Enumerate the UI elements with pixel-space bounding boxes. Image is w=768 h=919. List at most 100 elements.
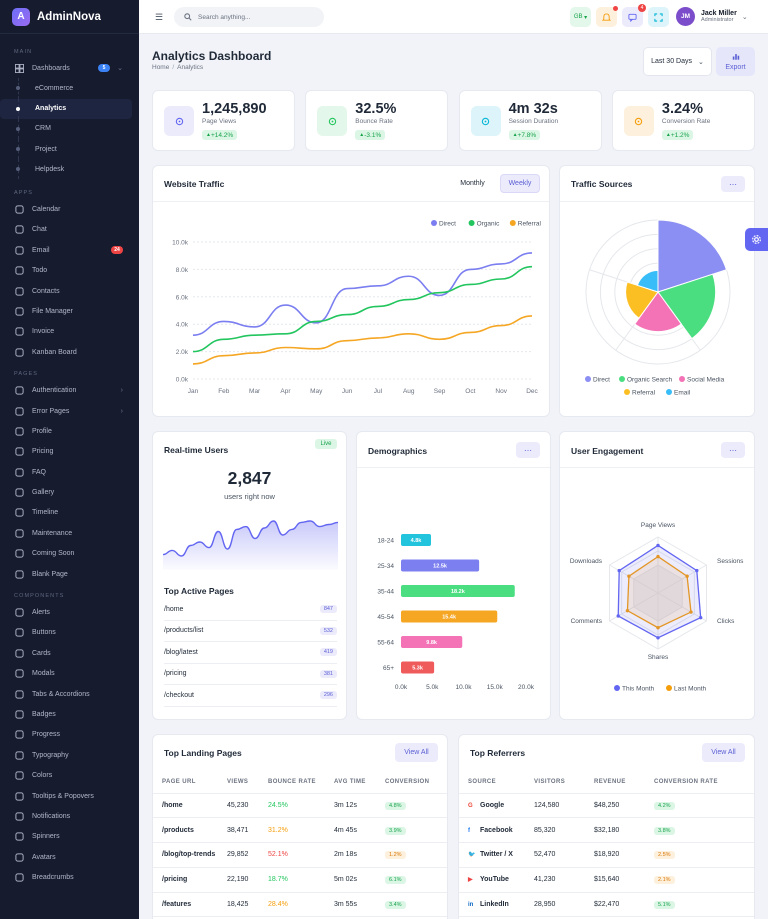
tab-monthly[interactable]: Monthly (460, 180, 485, 187)
table-row[interactable]: f Facebook 85,320 $32,180 3.8% (459, 817, 754, 844)
page-url[interactable]: /products (153, 817, 227, 844)
sidebar-item-pricing[interactable]: Pricing (0, 442, 139, 462)
table-row[interactable]: ▶ YouTube 41,230 $15,640 2.1% (459, 867, 754, 893)
bullet-icon (16, 167, 20, 172)
table-row[interactable]: in LinkedIn 28,950 $22,470 5.1% (459, 892, 754, 918)
sidebar-item-tooltips-popovers[interactable]: Tooltips & Popovers (0, 786, 139, 806)
breadcrumb-home[interactable]: Home (152, 64, 170, 71)
page-url[interactable]: /home (153, 793, 227, 819)
sidebar-subitem-ecommerce[interactable]: eCommerce (0, 78, 139, 99)
sidebar-item-progress[interactable]: Progress (0, 725, 139, 745)
sidebar-item-authentication[interactable]: Authentication › (0, 380, 139, 400)
sidebar-item-label: Invoice (32, 328, 55, 336)
fullscreen-button[interactable] (648, 7, 669, 27)
conversion-badge: 6.1% (385, 876, 406, 885)
language-label: GB (573, 14, 583, 20)
sidebar-item-modals[interactable]: Modals (0, 664, 139, 684)
page-url[interactable]: /pricing (153, 867, 227, 893)
date-range-select[interactable]: Last 30 Days ⌄ (643, 47, 712, 76)
sidebar-item-tabs-accordions[interactable]: Tabs & Accordions (0, 684, 139, 704)
list-item[interactable]: /checkout 296 (164, 685, 337, 707)
sidebar-subitem-project[interactable]: Project (0, 138, 139, 160)
more-options-button[interactable]: ⋯ (721, 176, 745, 192)
bar-value-label: 15.4k (442, 615, 457, 621)
sidebar-item-cards[interactable]: Cards (0, 643, 139, 663)
sidebar-item-maintenance[interactable]: Maintenance (0, 523, 139, 543)
view-all-button[interactable]: View All (702, 743, 745, 762)
table-row[interactable]: /home 45,230 24.5% 3m 12s 4.8% (153, 793, 447, 819)
brand[interactable]: A AdminNova (0, 0, 139, 34)
x-tick-label: Nov (495, 388, 507, 395)
sidebar-subitem-helpdesk[interactable]: Helpdesk (0, 159, 139, 180)
search-input[interactable]: Search anything... (174, 7, 324, 27)
sidebar-item-todo[interactable]: Todo (0, 261, 139, 281)
bar (401, 636, 463, 648)
sidebar-item-contacts[interactable]: Contacts (0, 281, 139, 301)
list-item[interactable]: /pricing 381 (164, 664, 337, 685)
page-count: 296 (319, 691, 337, 700)
table-row[interactable]: /features 18,425 28.4% 3m 55s 3.4% (153, 892, 447, 918)
card-title: Top Landing Pages (164, 748, 242, 758)
page-url[interactable]: /features (153, 892, 227, 918)
sidebar-item-breadcrumbs[interactable]: Breadcrumbs (0, 867, 139, 887)
more-options-button[interactable]: ⋯ (516, 442, 540, 458)
radar-spoke (657, 592, 707, 622)
sidebar-item-chat[interactable]: Chat (0, 220, 139, 240)
list-item[interactable]: /home 847 (164, 599, 337, 621)
radar-axis-label: Comments (571, 618, 603, 625)
sidebar-item-colors[interactable]: Colors (0, 765, 139, 785)
view-all-button[interactable]: View All (395, 743, 438, 762)
x-tick-label: 5.0k (426, 684, 439, 691)
sidebar-item-file-manager[interactable]: File Manager (0, 301, 139, 321)
language-button[interactable]: GB ▾ (570, 7, 591, 27)
sidebar-item-invoice[interactable]: Invoice (0, 322, 139, 342)
sidebar-item-alerts[interactable]: Alerts (0, 602, 139, 622)
sidebar-item-kanban-board[interactable]: Kanban Board (0, 342, 139, 362)
sidebar-item-badges[interactable]: Badges (0, 704, 139, 724)
folder-icon (15, 307, 24, 316)
table-row[interactable]: G Google 124,580 $48,250 4.2% (459, 793, 754, 819)
traffic-sources-card: Traffic Sources ⋯ Direct Organic Search So… (559, 165, 755, 417)
sidebar-item-email[interactable]: Email 24 (0, 240, 139, 260)
sidebar-item-coming-soon[interactable]: Coming Soon (0, 544, 139, 564)
sidebar-item-gallery[interactable]: Gallery (0, 482, 139, 502)
source-cell[interactable]: f Facebook (459, 817, 534, 844)
sidebar-item-profile[interactable]: Profile (0, 421, 139, 441)
sidebar-subitem-crm[interactable]: CRM (0, 118, 139, 140)
table-row[interactable]: /products 38,471 31.2% 4m 45s 3.9% (153, 817, 447, 844)
notifications-button[interactable] (596, 6, 618, 27)
table-row[interactable]: /blog/top-trends 29,852 52.1% 2m 18s 1.2% (153, 842, 447, 868)
page-url[interactable]: /blog/top-trends (153, 842, 227, 868)
source-cell[interactable]: G Google (459, 793, 534, 819)
source-cell[interactable]: in LinkedIn (459, 892, 534, 918)
sidebar-item-timeline[interactable]: Timeline (0, 503, 139, 523)
sidebar-item-dashboards[interactable]: Dashboards 5 ⌄ (0, 58, 139, 78)
menu-toggle-icon[interactable]: ☰ (155, 12, 164, 22)
sidebar-item-faq[interactable]: FAQ (0, 462, 139, 482)
sidebar-item-avatars[interactable]: Avatars (0, 847, 139, 867)
polar-slice-organic-search (657, 273, 717, 340)
list-item[interactable]: /blog/latest 419 (164, 642, 337, 664)
settings-button[interactable] (745, 228, 768, 251)
sidebar-item-notifications[interactable]: Notifications (0, 806, 139, 826)
sidebar-item-typography[interactable]: Typography (0, 745, 139, 765)
sidebar-item-calendar[interactable]: Calendar (0, 199, 139, 219)
bullet-icon (16, 106, 20, 111)
sidebar-item-error-pages[interactable]: Error Pages › (0, 401, 139, 421)
table-row[interactable]: /pricing 22,190 18.7% 5m 02s 6.1% (153, 867, 447, 893)
sidebar-item-buttons[interactable]: Buttons (0, 623, 139, 643)
more-options-button[interactable]: ⋯ (721, 442, 745, 458)
linkedin-icon: in (468, 902, 474, 909)
messages-button[interactable]: 4 (622, 4, 646, 27)
table-row[interactable]: 🐦 Twitter / X 52,470 $18,920 2.5% (459, 842, 754, 868)
source-cell[interactable]: 🐦 Twitter / X (459, 842, 534, 868)
list-item[interactable]: /products/list 532 (164, 621, 337, 642)
export-button[interactable]: Export (716, 47, 755, 76)
sidebar-item-blank-page[interactable]: Blank Page (0, 564, 139, 584)
user-menu[interactable]: JM Jack Miller Administrator ⌄ (676, 7, 748, 26)
source-cell[interactable]: ▶ YouTube (459, 867, 534, 893)
tab-weekly[interactable]: Weekly (500, 174, 540, 193)
sidebar-item-spinners[interactable]: Spinners (0, 827, 139, 847)
sidebar-subitem-analytics[interactable]: Analytics (0, 98, 132, 119)
bar-value-label: 5.3k (412, 666, 424, 672)
